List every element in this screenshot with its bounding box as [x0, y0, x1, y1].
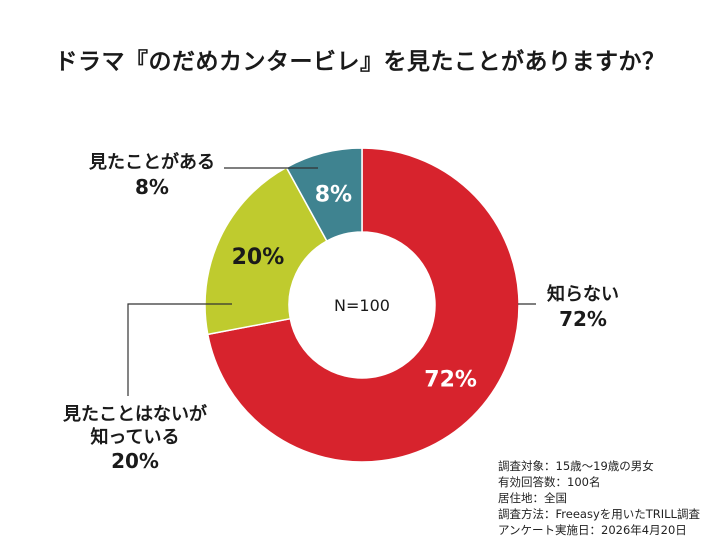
slice-label-seen: 8% — [315, 183, 352, 208]
callout-known-label-line2: 知っている — [90, 426, 180, 448]
note-method: 調査方法：Freeasyを用いたTRILL調査 — [498, 507, 700, 521]
note-target: 調査対象：15歳〜19歳の男女 — [498, 459, 654, 473]
slice-seen — [285, 147, 363, 243]
callout-unknown-label: 知らない — [547, 284, 619, 305]
note-date: アンケート実施日：2026年4月20日 — [498, 523, 687, 537]
slice-known — [204, 166, 328, 336]
callout-seen-percent: 8% — [135, 174, 169, 199]
callout-seen: 見たことがある 8% — [68, 152, 236, 200]
slice-unknown — [206, 147, 520, 463]
callout-unknown: 知らない 72% — [528, 284, 638, 332]
callout-seen-label: 見たことがある — [89, 152, 215, 173]
center-label: N=100 — [334, 296, 390, 315]
note-region: 居住地：全国 — [498, 491, 567, 505]
survey-notes: 調査対象：15歳〜19歳の男女 有効回答数：100名 居住地：全国 調査方法：F… — [498, 458, 700, 538]
callout-unknown-percent: 72% — [559, 306, 607, 331]
slice-label-known: 20% — [232, 245, 285, 270]
callout-known-label-line1: 見たことはないが — [63, 404, 207, 425]
slice-label-unknown: 72% — [424, 367, 477, 392]
callout-known-percent: 20% — [111, 449, 159, 473]
leader-line-known — [127, 303, 232, 396]
callout-known: 見たことはないが 知っている 20% — [46, 404, 224, 474]
chart-title: ドラマ『のだめカンタービレ』を見たことがありますか？ — [54, 49, 666, 75]
note-responses: 有効回答数：100名 — [498, 475, 601, 489]
